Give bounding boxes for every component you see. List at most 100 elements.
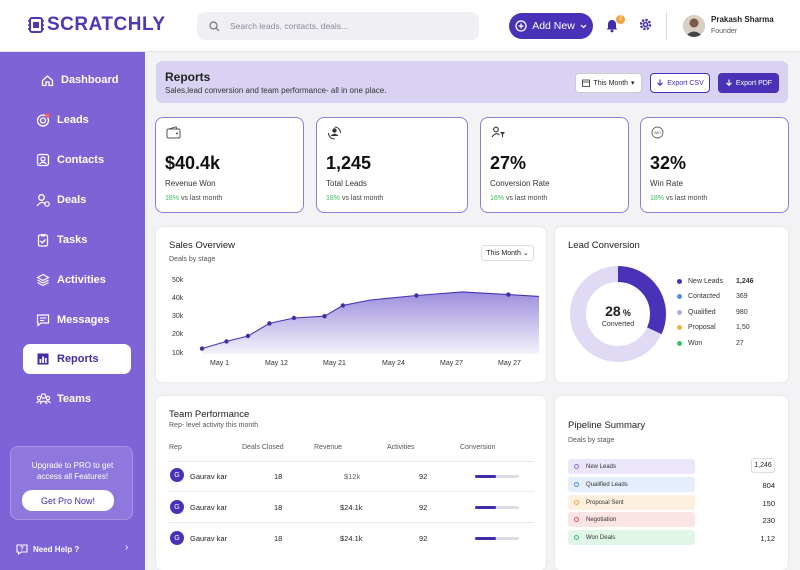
calendar-icon [582, 79, 591, 87]
stat-change: 18% vs last month [165, 195, 223, 202]
avatar[interactable] [683, 15, 705, 37]
sidebar-item-messages[interactable]: Messages [23, 305, 131, 335]
data-point[interactable] [340, 303, 346, 308]
column-header: Conversion [460, 444, 496, 451]
x-tick: May 21 [323, 360, 346, 367]
data-point[interactable] [291, 315, 297, 321]
revenue: $12k [344, 472, 361, 481]
stat-card-conversion: 27% Conversion Rate 16% vs last month [480, 117, 629, 213]
period-label: This Month [593, 79, 629, 87]
data-point[interactable] [224, 339, 229, 344]
data-point[interactable] [506, 292, 511, 297]
sidebar-item-activities[interactable]: Activities [23, 265, 131, 295]
pipeline-value: 230 [762, 516, 775, 525]
stat-value: 1,245 [326, 153, 372, 173]
legend-item: Contacted 369 [677, 293, 748, 300]
divider [169, 491, 534, 492]
sidebar-item-teams[interactable]: Teams [23, 384, 131, 414]
stat-card-win-rate: win 32% Win Rate 18% vs last month [640, 117, 789, 213]
pipeline-summary-card: Pipeline Summary Deals by stage New Lead… [555, 396, 788, 570]
conversion-bar [475, 537, 519, 540]
sidebar-item-leads[interactable]: Leads [23, 105, 131, 135]
pipeline-row[interactable]: Negotiation [568, 512, 695, 527]
activities: 92 [419, 503, 428, 512]
sidebar-item-reports[interactable]: Reports [23, 344, 131, 374]
card-title: Pipeline Summary [568, 420, 646, 431]
x-tick: May 1 [210, 360, 230, 367]
need-help-link[interactable]: ? Need Help ? [16, 543, 79, 555]
divider [169, 461, 534, 462]
top-bar: SCRATCHLY Add New 2 Prakash Sharma Found… [0, 0, 800, 52]
search-bar[interactable] [197, 12, 479, 40]
target-icon [35, 112, 51, 128]
search-input[interactable] [230, 21, 460, 31]
legend-item: Won 27 [677, 340, 744, 347]
user-name: Prakash Sharma [711, 15, 774, 24]
y-tick: 10k [172, 350, 184, 357]
y-tick: 40k [172, 295, 184, 302]
sales-overview-card: Sales Overview Deals by stage This Month… [156, 227, 546, 382]
wallet-icon [166, 126, 181, 139]
sidebar-item-deals[interactable]: Deals [23, 185, 131, 215]
chevron-right-icon[interactable]: › [125, 542, 129, 553]
sidebar-item-label: Activities [57, 274, 106, 286]
pipeline-value: 1,12 [760, 534, 775, 543]
activities: 92 [419, 472, 428, 481]
page-title: Reports [165, 70, 211, 84]
export-pdf-button[interactable]: Export PDF [718, 73, 779, 93]
pipeline-row[interactable]: Proposal Sent [568, 495, 695, 510]
y-tick: 30k [172, 313, 184, 320]
settings-button[interactable] [638, 17, 653, 34]
sidebar-item-dashboard[interactable]: Dashboard [23, 65, 131, 95]
data-point[interactable] [267, 321, 272, 326]
stat-card-leads: 1,245 Total Leads 18% vs last month [316, 117, 468, 213]
pipeline-row[interactable]: New Leads [568, 459, 695, 474]
data-point[interactable] [245, 333, 251, 339]
rep-avatar: G [170, 468, 184, 482]
pipeline-row[interactable]: Won Deals [568, 530, 695, 545]
chart-period-select[interactable]: This Month ⌄ [481, 245, 534, 261]
sidebar-item-label: Dashboard [61, 74, 119, 86]
legend-item: New Leads 1,246 [677, 278, 754, 285]
data-point[interactable] [414, 293, 419, 298]
sidebar-item-contacts[interactable]: Contacts [23, 145, 131, 175]
activities: 92 [419, 534, 428, 543]
svg-text:?: ? [20, 547, 24, 553]
sidebar-item-label: Messages [57, 314, 110, 326]
pipeline-value: 150 [762, 499, 775, 508]
revenue: $24.1k [340, 534, 363, 543]
card-title: Sales Overview [169, 240, 235, 251]
x-tick: May 12 [265, 360, 288, 367]
search-icon [209, 20, 220, 31]
stat-card-revenue: $40.4k Revenue Won 18% vs last month [155, 117, 304, 213]
y-tick: 50k [172, 277, 184, 284]
user-cycle-icon [328, 126, 341, 140]
pipeline-row[interactable]: Qualified Leads [568, 477, 695, 492]
data-point[interactable] [322, 314, 327, 319]
period-select[interactable]: This Month ▾ [575, 73, 642, 93]
deal-user-icon [35, 192, 51, 208]
card-title: Team Performance [169, 409, 250, 420]
conversion-bar-fill [475, 506, 497, 509]
rep-name: Gaurav kar [190, 472, 228, 481]
clipboard-check-icon [35, 232, 51, 248]
sidebar-item-tasks[interactable]: Tasks [23, 225, 131, 255]
svg-text:win: win [654, 130, 661, 135]
notification-button[interactable] [605, 17, 619, 35]
x-tick: May 27 [498, 360, 521, 367]
help-icon: ? [16, 544, 28, 555]
pipeline-value: 1,246 [751, 458, 775, 473]
app-logo[interactable]: SCRATCHLY [28, 14, 166, 36]
win-rate-icon: win [651, 126, 664, 139]
column-header: Activities [387, 444, 415, 451]
stat-value: $40.4k [165, 153, 221, 173]
export-csv-button[interactable]: Export CSV [650, 73, 710, 93]
get-pro-button[interactable]: Get Pro Now! [22, 490, 114, 511]
add-new-button[interactable]: Add New [509, 13, 593, 39]
sidebar-item-label: Contacts [57, 154, 105, 166]
deals-closed: 18 [274, 503, 283, 512]
data-point[interactable] [199, 346, 205, 351]
sidebar-item-label: Deals [57, 194, 87, 206]
stat-label: Conversion Rate [490, 179, 550, 188]
download-icon [657, 79, 664, 87]
